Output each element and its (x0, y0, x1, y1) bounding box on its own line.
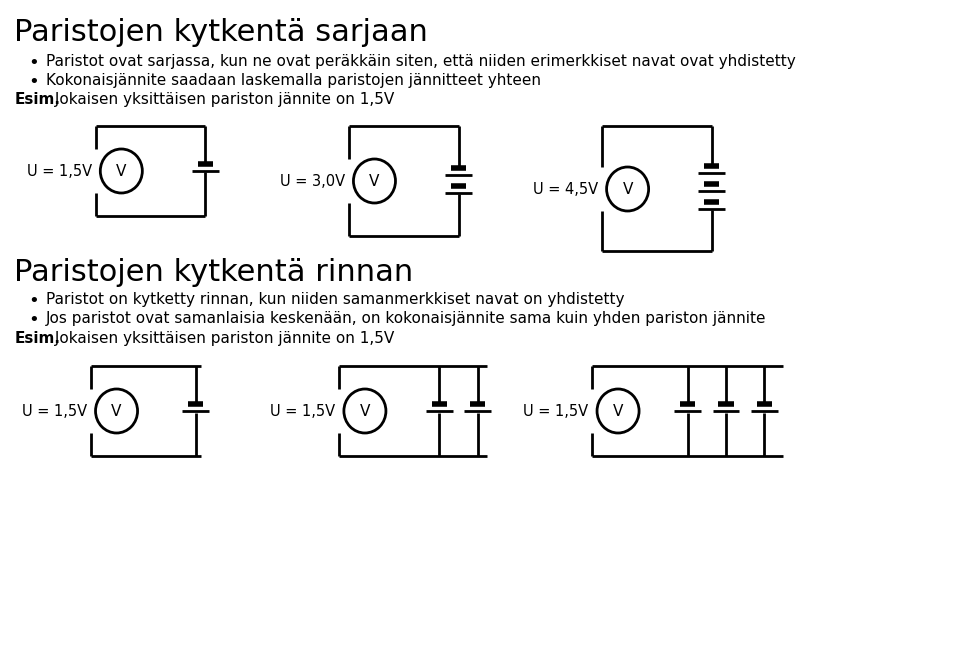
Text: V: V (612, 404, 623, 419)
Text: Esim.: Esim. (14, 331, 60, 346)
Text: Esim.: Esim. (14, 92, 60, 107)
Text: U = 1,5V: U = 1,5V (22, 404, 87, 419)
Text: Paristot on kytketty rinnan, kun niiden samanmerkkiset navat on yhdistetty: Paristot on kytketty rinnan, kun niiden … (46, 292, 624, 307)
Text: •: • (29, 73, 39, 91)
Text: Jokaisen yksittäisen pariston jännite on 1,5V: Jokaisen yksittäisen pariston jännite on… (50, 92, 394, 107)
Text: U = 4,5V: U = 4,5V (533, 182, 598, 196)
Text: Paristojen kytkentä rinnan: Paristojen kytkentä rinnan (14, 258, 414, 287)
Text: •: • (29, 54, 39, 72)
Text: U = 1,5V: U = 1,5V (523, 404, 588, 419)
Text: •: • (29, 292, 39, 310)
Text: V: V (360, 404, 371, 419)
Text: U = 3,0V: U = 3,0V (279, 174, 345, 189)
Text: V: V (622, 182, 633, 196)
Text: Kokonaisjännite saadaan laskemalla paristojen jännitteet yhteen: Kokonaisjännite saadaan laskemalla paris… (46, 73, 540, 88)
Text: V: V (116, 163, 127, 178)
Text: Jos paristot ovat samanlaisia keskenään, on kokonaisjännite sama kuin yhden pari: Jos paristot ovat samanlaisia keskenään,… (46, 311, 766, 326)
Text: Jokaisen yksittäisen pariston jännite on 1,5V: Jokaisen yksittäisen pariston jännite on… (50, 331, 394, 346)
Text: V: V (111, 404, 122, 419)
Text: U = 1,5V: U = 1,5V (270, 404, 335, 419)
Text: U = 1,5V: U = 1,5V (27, 163, 92, 178)
Text: Paristot ovat sarjassa, kun ne ovat peräkkäin siten, että niiden erimerkkiset na: Paristot ovat sarjassa, kun ne ovat perä… (46, 54, 796, 69)
Text: Paristojen kytkentä sarjaan: Paristojen kytkentä sarjaan (14, 18, 428, 47)
Text: •: • (29, 311, 39, 329)
Text: V: V (370, 174, 379, 189)
